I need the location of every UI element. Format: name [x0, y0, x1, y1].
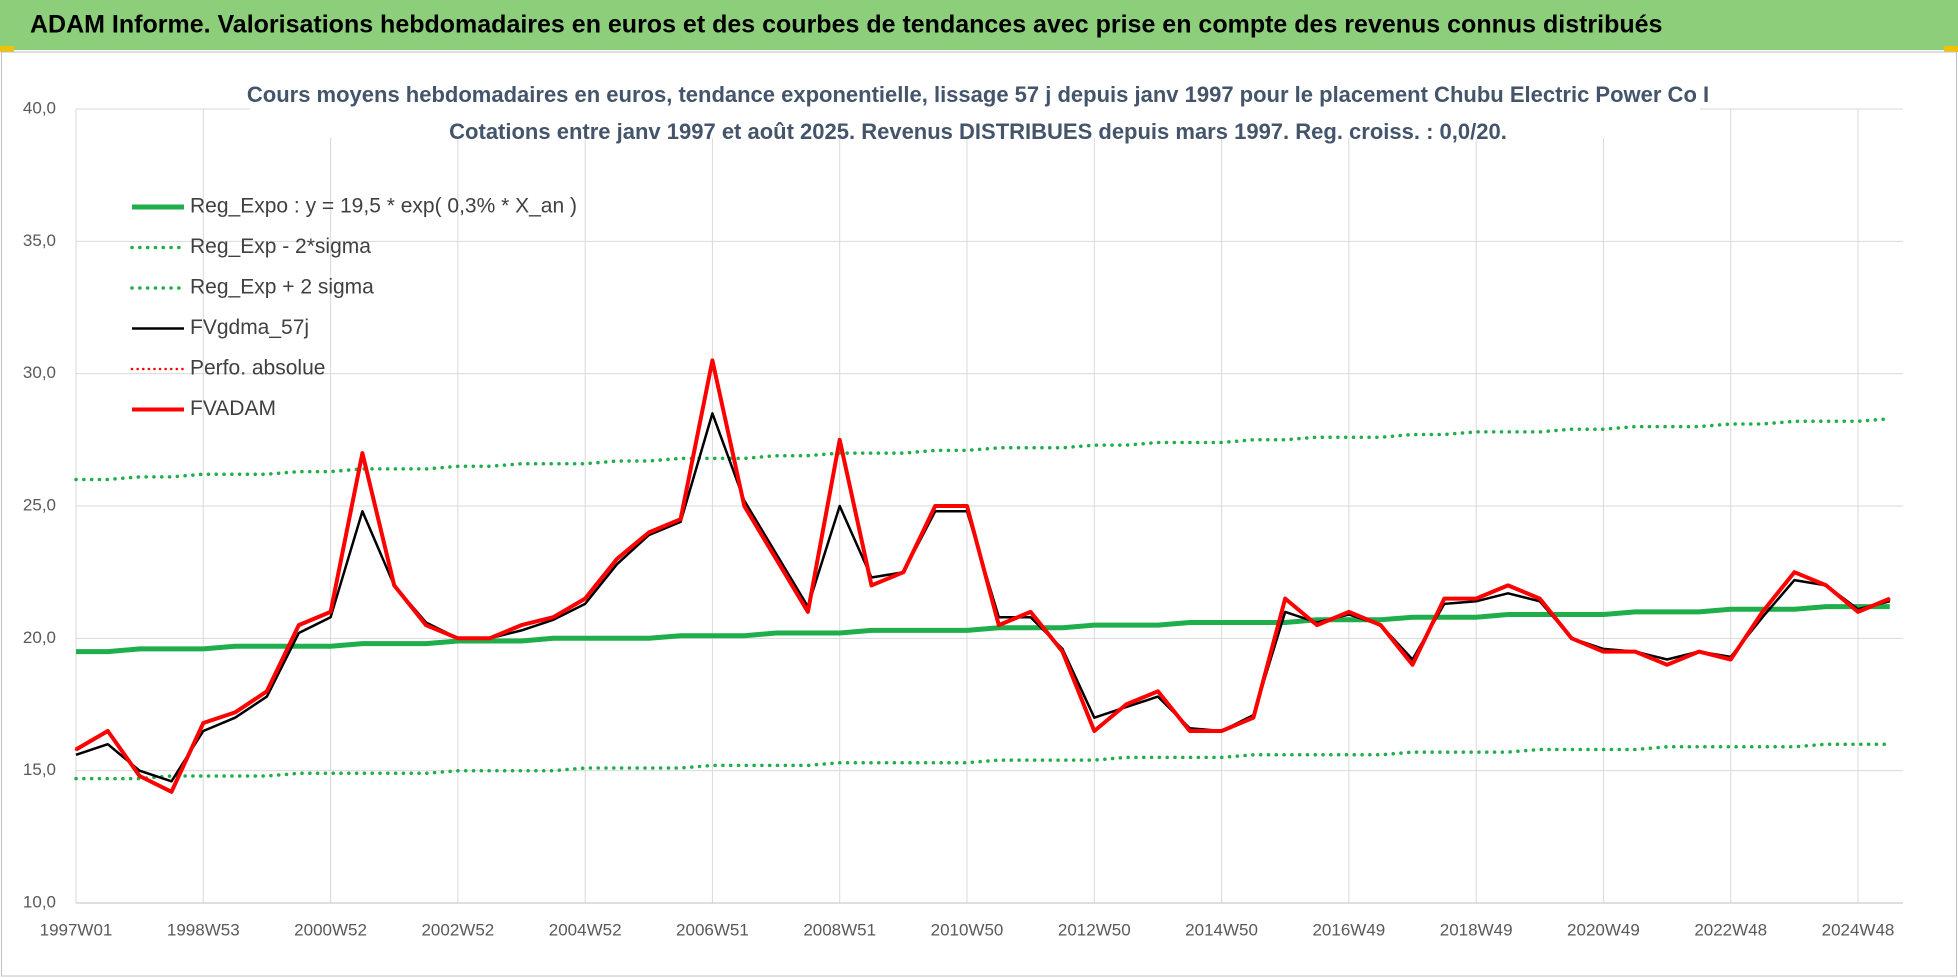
- series-line: [76, 604, 1890, 655]
- x-tick-label: 2012W50: [1058, 920, 1131, 939]
- y-tick-label: 25,0: [23, 495, 56, 514]
- x-tick-label: 1997W01: [40, 920, 113, 939]
- legend-label: FVgdma_57j: [190, 316, 309, 339]
- header-accent: [1944, 46, 1958, 52]
- chart-subtitle: Cotations entre janv 1997 et août 2025. …: [449, 119, 1507, 144]
- header-accent: [0, 46, 14, 52]
- y-tick-label: 30,0: [23, 363, 56, 382]
- series-line: [74, 360, 1892, 794]
- x-tick-label: 2022W48: [1694, 920, 1767, 939]
- header-bar: [0, 0, 1958, 50]
- header-title: ADAM Informe. Valorisations hebdomadaire…: [30, 11, 1662, 39]
- y-tick-label: 35,0: [23, 231, 56, 250]
- chart-frame: [1, 51, 1957, 977]
- legend-label: Reg_Exp + 2 sigma: [190, 276, 374, 299]
- x-tick-label: 2000W52: [294, 920, 367, 939]
- legend-label: FVADAM: [190, 397, 276, 420]
- x-tick-label: 1998W53: [167, 920, 240, 939]
- x-tick-label: 2014W50: [1185, 920, 1258, 939]
- series-line: [74, 358, 1891, 794]
- x-tick-label: 2020W49: [1567, 920, 1640, 939]
- title-backdrop: [250, 78, 1700, 138]
- x-tick-label: 2008W51: [803, 920, 876, 939]
- x-tick-label: 2002W52: [421, 920, 494, 939]
- legend-label: Perfo. absolue: [190, 357, 325, 380]
- x-tick-label: 2010W50: [931, 920, 1004, 939]
- y-tick-label: 20,0: [23, 628, 56, 647]
- x-tick-label: 2018W49: [1440, 920, 1513, 939]
- y-tick-label: 40,0: [23, 98, 56, 117]
- y-tick-label: 15,0: [23, 760, 56, 779]
- x-tick-label: 2024W48: [1822, 920, 1895, 939]
- legend-label: Reg_Exp - 2*sigma: [190, 235, 371, 258]
- x-tick-label: 2004W52: [549, 920, 622, 939]
- series-line: [74, 416, 1892, 482]
- chart-title: Cours moyens hebdomadaires en euros, ten…: [247, 82, 1709, 107]
- x-tick-label: 2006W51: [676, 920, 749, 939]
- x-tick-label: 2016W49: [1312, 920, 1385, 939]
- y-tick-label: 10,0: [23, 892, 56, 911]
- series-line: [74, 742, 1892, 781]
- legend-label: Reg_Expo : y = 19,5 * exp( 0,3% * X_an ): [190, 195, 577, 218]
